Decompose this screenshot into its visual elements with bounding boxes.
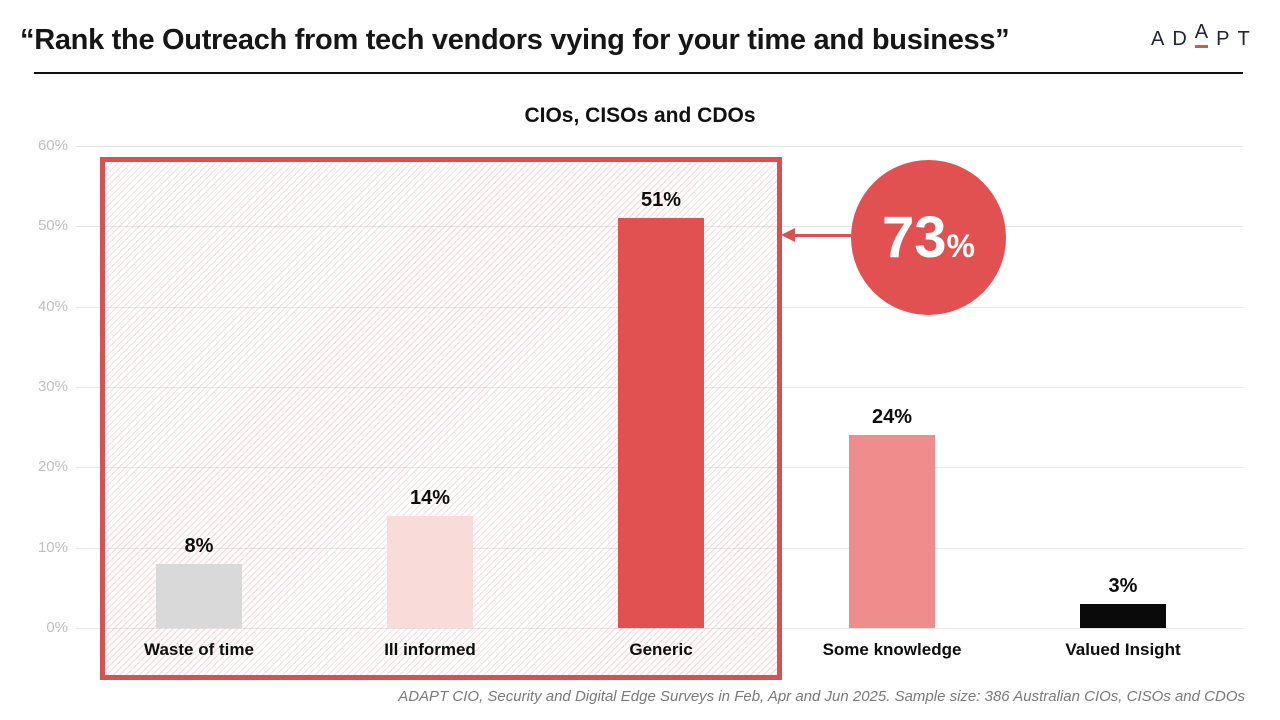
category-label-waste-of-time: Waste of time — [144, 640, 254, 659]
value-label-generic: 51% — [640, 189, 682, 212]
gridline-60% — [76, 146, 1243, 147]
callout-circle: 73% — [851, 160, 1006, 315]
logo-letter: T — [1237, 28, 1250, 50]
chart-title: CIOs, CISOs and CDOs — [524, 104, 756, 127]
page-title: “Rank the Outreach from tech vendors vyi… — [20, 24, 1010, 56]
value-label-ill-informed: 14% — [409, 486, 451, 509]
y-axis-tick-60%: 60% — [37, 137, 68, 154]
callout-percent-sign: % — [946, 228, 975, 264]
bar-valued-insight — [1080, 603, 1166, 628]
y-axis-tick-10%: 10% — [37, 538, 68, 556]
y-axis-tick-20%: 20% — [37, 458, 68, 476]
header-divider — [34, 72, 1243, 74]
adapt-logo: A D A P T — [1151, 22, 1250, 50]
callout-arrowhead-icon — [781, 228, 795, 242]
value-label-some-knowledge: 24% — [871, 406, 913, 429]
y-axis-tick-30%: 30% — [37, 378, 68, 395]
bar-generic — [618, 218, 704, 628]
category-label-valued-insight: Valued Insight — [1065, 640, 1181, 659]
gridline-0% — [76, 628, 1243, 629]
logo-letter: P — [1216, 28, 1230, 50]
logo-letter: A — [1151, 28, 1165, 50]
y-axis-tick-0%: 0% — [46, 619, 68, 636]
value-label-waste-of-time: 8% — [184, 534, 214, 557]
bar-ill-informed — [387, 515, 473, 628]
callout-value: 73 — [882, 205, 947, 270]
value-label-valued-insight: 3% — [1108, 574, 1138, 597]
logo-letter: D — [1172, 28, 1187, 50]
category-label-ill-informed: Ill informed — [384, 640, 476, 659]
y-axis-tick-40%: 40% — [37, 297, 68, 315]
bar-waste-of-time — [156, 563, 242, 628]
bar-some-knowledge — [849, 435, 935, 628]
source-note: ADAPT CIO, Security and Digital Edge Sur… — [398, 688, 1245, 705]
y-axis-tick-50%: 50% — [37, 217, 68, 235]
category-label-some-knowledge: Some knowledge — [822, 640, 962, 659]
callout-arrow-line — [794, 234, 851, 237]
logo-letter-accent: A — [1194, 22, 1209, 49]
logo-accent-underline-icon — [1194, 45, 1209, 48]
category-label-generic: Generic — [629, 640, 693, 659]
